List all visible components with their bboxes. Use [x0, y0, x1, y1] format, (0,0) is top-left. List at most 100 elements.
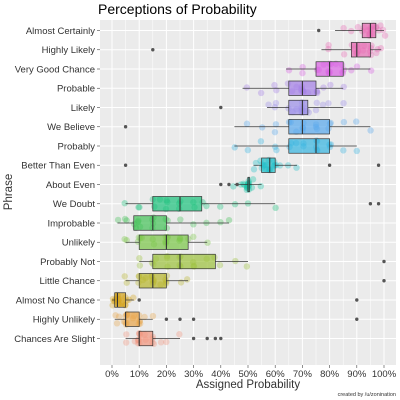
data-point: [347, 27, 355, 35]
data-point: [299, 69, 306, 77]
iqr-box: [361, 22, 377, 39]
data-point: [136, 204, 143, 211]
outlier-point: [164, 317, 169, 321]
data-point: [123, 279, 130, 286]
iqr-box: [125, 311, 140, 327]
data-point: [377, 22, 384, 29]
iqr-box: [138, 330, 154, 347]
data-point: [231, 201, 239, 208]
data-point: [257, 138, 265, 145]
data-point: [231, 144, 238, 151]
data-point: [136, 262, 144, 269]
data-point: [252, 159, 260, 167]
data-point: [225, 216, 233, 224]
y-tick-label: Little Chance: [40, 276, 95, 287]
data-point: [272, 99, 280, 107]
data-point: [157, 339, 165, 346]
outlier-point: [213, 336, 218, 341]
data-point: [265, 101, 272, 108]
data-point: [273, 146, 280, 154]
data-point: [320, 84, 327, 91]
data-point: [340, 83, 347, 91]
credit-text: created by /u/zonination: [338, 392, 396, 398]
iqr-box: [152, 196, 203, 212]
box-14: [125, 273, 386, 289]
outlier-point: [205, 336, 209, 341]
data-point: [325, 45, 332, 53]
data-point: [135, 204, 142, 211]
data-point: [240, 180, 247, 187]
outlier-point: [227, 182, 231, 187]
data-point: [353, 147, 360, 155]
data-point: [272, 204, 279, 212]
data-point: [123, 331, 130, 338]
box-4: [242, 80, 344, 96]
data-point: [340, 24, 347, 32]
x-tick-label: 60%: [266, 369, 286, 380]
box-11: [117, 215, 229, 231]
data-point: [243, 120, 251, 127]
box-13: [139, 253, 386, 270]
iqr-box: [261, 157, 276, 173]
outlier-point: [327, 163, 332, 167]
outlier-point: [235, 182, 239, 187]
box-3: [286, 61, 371, 77]
iqr-box: [288, 138, 330, 154]
x-tick-label: 30%: [184, 369, 204, 380]
outlier-point: [376, 202, 381, 206]
data-point: [354, 23, 362, 31]
x-axis-title: Assigned Probability: [196, 379, 300, 391]
data-point: [121, 273, 128, 280]
data-point: [285, 67, 293, 74]
data-point: [348, 67, 355, 74]
data-point: [379, 26, 387, 34]
x-tick-label: 50%: [238, 369, 258, 380]
data-point: [313, 99, 320, 107]
data-point: [340, 51, 348, 58]
y-tick-label: We Believe: [47, 122, 95, 133]
iqr-box: [351, 42, 371, 58]
data-point: [271, 81, 278, 89]
data-point: [249, 176, 257, 183]
chart-title: Perceptions of Probability: [98, 1, 257, 17]
data-point: [115, 313, 123, 320]
data-point: [243, 263, 251, 270]
data-point: [203, 202, 210, 210]
data-point: [217, 203, 224, 210]
outlier-point: [219, 182, 223, 187]
outlier-point: [191, 336, 196, 341]
data-point: [149, 312, 157, 320]
outlier-point: [376, 163, 381, 167]
data-point: [141, 313, 148, 321]
outlier-point: [368, 202, 373, 206]
x-tick-label: 20%: [157, 369, 177, 380]
data-point: [353, 118, 360, 125]
data-point: [190, 233, 197, 241]
data-point: [272, 121, 280, 128]
outlier-point: [151, 48, 155, 52]
outlier-point: [355, 298, 359, 302]
x-tick-label: 90%: [347, 369, 367, 380]
outlier-point: [137, 298, 141, 302]
y-tick-label: Almost Certainly: [26, 26, 95, 37]
x-tick-labels: 0% 10% 20% 30% 40% 50% 60% 70% 80% 90% 100%: [105, 365, 397, 380]
data-point: [353, 63, 361, 70]
outlier-point: [219, 336, 223, 341]
outlier-point: [123, 163, 128, 167]
iqr-box: [138, 234, 189, 250]
x-tick-label: 70%: [293, 369, 313, 380]
data-point: [190, 221, 197, 228]
x-tick-label: 100%: [372, 369, 397, 380]
y-tick-label: Probable: [57, 84, 95, 95]
y-tick-label: About Even: [46, 180, 95, 191]
box-16: [114, 311, 359, 327]
y-tick-labels: Almost Certainly Highly Likely Very Good C…: [14, 26, 100, 345]
y-tick-label: Very Good Chance: [15, 64, 95, 75]
box-1: [317, 22, 384, 39]
data-point: [312, 106, 320, 114]
y-tick-label: Unlikely: [62, 238, 96, 249]
data-point: [367, 67, 375, 74]
box-9: [219, 176, 262, 193]
data-point: [121, 235, 128, 243]
